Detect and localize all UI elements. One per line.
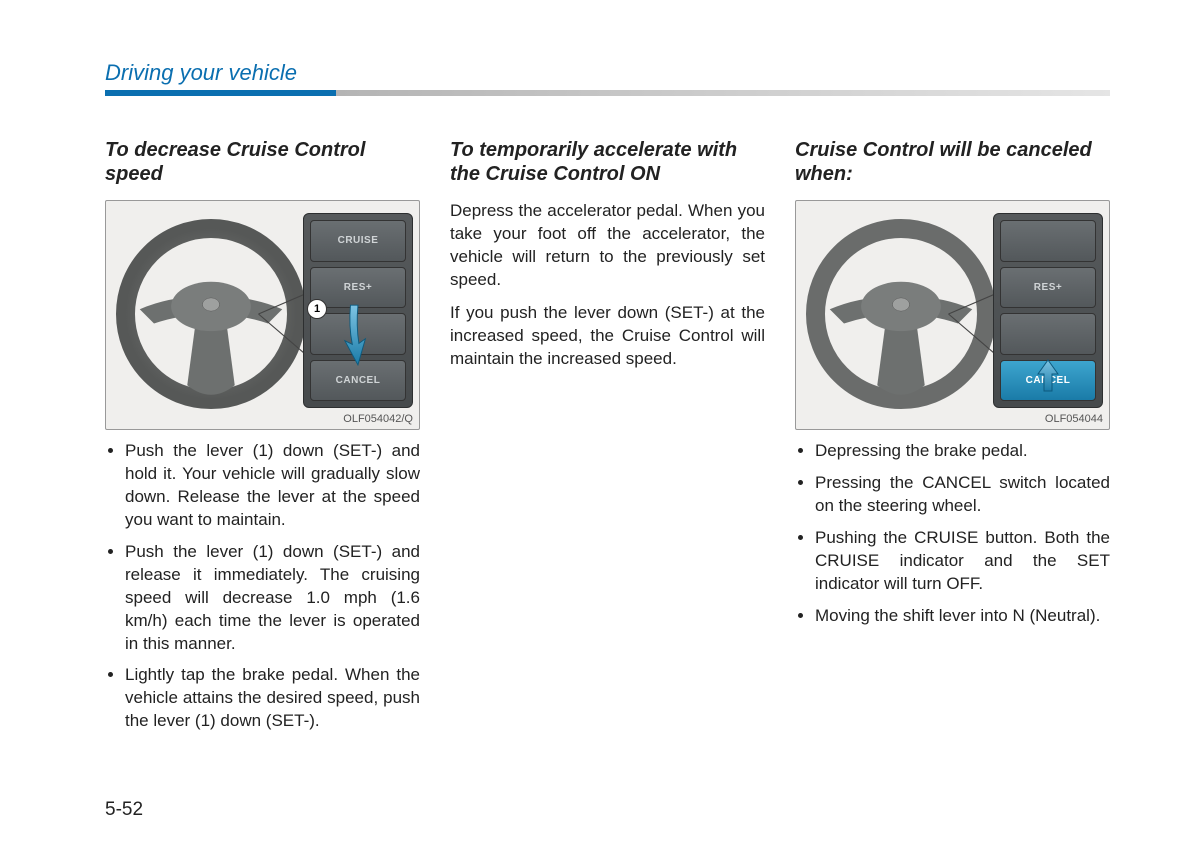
- paragraph: Depress the accelerator pedal. When you …: [450, 200, 765, 292]
- up-arrow-icon: [1037, 359, 1059, 393]
- list-item: Push the lever (1) down (SET-) and hold …: [125, 440, 420, 532]
- page-number: 5-52: [105, 799, 143, 821]
- column-right: Cruise Control will be canceled when: RE…: [795, 138, 1110, 742]
- content-columns: To decrease Cruise Control speed CRUISE: [105, 138, 1110, 742]
- bullet-list-cancel: Depressing the brake pedal. Pressing the…: [795, 440, 1110, 628]
- list-item: Pressing the CANCEL switch located on th…: [815, 472, 1110, 518]
- list-item: Push the lever (1) down (SET-) and relea…: [125, 541, 420, 656]
- figure-caption: OLF054042/Q: [343, 413, 413, 425]
- heading-decrease-speed: To decrease Cruise Control speed: [105, 138, 420, 186]
- bullet-list-decrease: Push the lever (1) down (SET-) and hold …: [105, 440, 420, 733]
- list-item: Depressing the brake pedal.: [815, 440, 1110, 463]
- manual-page: Driving your vehicle To decrease Cruise …: [0, 0, 1200, 861]
- list-item: Lightly tap the brake pedal. When the ve…: [125, 664, 420, 733]
- steering-wheel-icon: [806, 219, 996, 409]
- heading-cancel: Cruise Control will be canceled when:: [795, 138, 1110, 186]
- res-plus-button: RES+: [1000, 267, 1096, 309]
- callout-bubble-1: 1: [307, 299, 327, 319]
- down-arrow-icon: [343, 301, 371, 371]
- heading-temp-accelerate: To temporarily accelerate with the Cruis…: [450, 138, 765, 186]
- list-item: Moving the shift lever into N (Neutral).: [815, 605, 1110, 628]
- blank-button: [1000, 220, 1096, 262]
- figure-caption: OLF054044: [1045, 413, 1103, 425]
- cruise-button: CRUISE: [310, 220, 406, 262]
- header-rule: [105, 90, 1110, 96]
- list-item: Pushing the CRUISE button. Both the CRUI…: [815, 527, 1110, 596]
- column-middle: To temporarily accelerate with the Cruis…: [450, 138, 765, 742]
- paragraph: If you push the lever down (SET-) at the…: [450, 302, 765, 371]
- set-minus-lever: [1000, 313, 1096, 355]
- chapter-title: Driving your vehicle: [105, 60, 1110, 86]
- column-left: To decrease Cruise Control speed CRUISE: [105, 138, 420, 742]
- figure-decrease-speed: CRUISE RES+ CANCEL 1 OLF054042/Q: [105, 200, 420, 430]
- steering-wheel-icon: [116, 219, 306, 409]
- figure-cancel: RES+ CANCEL OLF054044: [795, 200, 1110, 430]
